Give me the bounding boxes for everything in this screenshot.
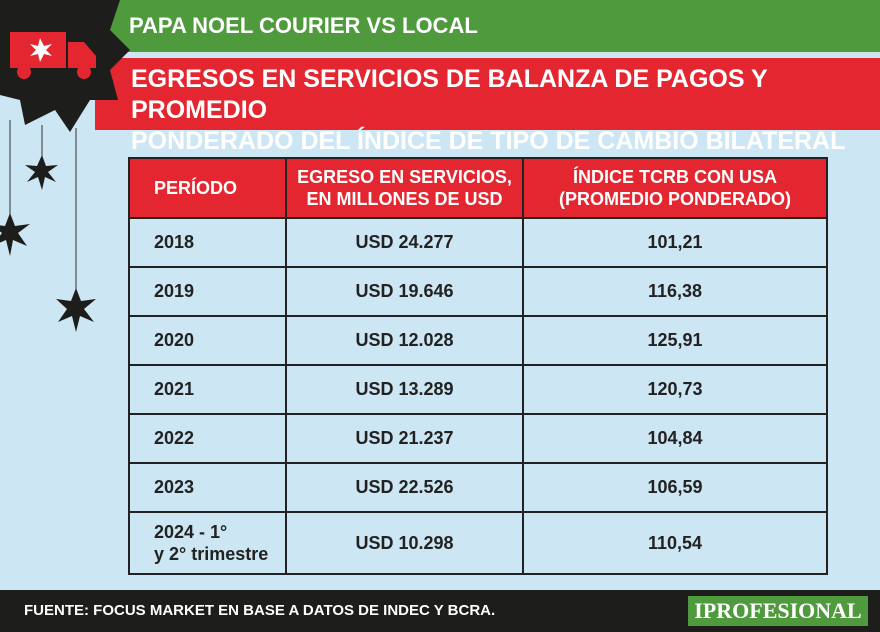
period-cell: 2018 [128,217,287,268]
index-cell: 116,38 [522,266,828,317]
column-header: ÍNDICE TCRB CON USA (PROMEDIO PONDERADO) [522,157,828,219]
table-row: 2021 USD 13.289 120,73 [128,364,828,415]
index-cell: 110,54 [522,511,828,575]
header-line: EGRESO EN SERVICIOS, [297,167,512,187]
period-line: 2023 [154,477,195,497]
header-line: (PROMEDIO PONDERADO) [558,189,791,209]
tag: PAPA NOEL COURIER VS LOCAL [129,13,478,38]
index-cell: 106,59 [522,462,828,513]
title-band: EGRESOS EN SERVICIOS DE BALANZA DE PAGOS… [95,58,880,155]
column-header: PERÍODO [128,157,287,219]
services-cell: USD 13.289 [285,364,524,415]
index-cell: 120,73 [522,364,828,415]
footer: FUENTE: FOCUS MARKET EN BASE A DATOS DE … [0,590,880,632]
period-line: 2020 [154,330,195,350]
period-line: 2019 [154,281,195,301]
table-row: 2023 USD 22.526 106,59 [128,462,828,513]
period-line: 2018 [154,232,195,252]
title-line: EGRESOS EN SERVICIOS DE BALANZA DE PAGOS… [131,65,768,124]
decoration [0,0,130,332]
title-line: PONDERADO DEL ÍNDICE DE TIPO DE CAMBIO B… [131,127,846,155]
period-cell: 2023 [128,462,287,513]
period-line: 2022 [154,428,195,448]
table-row: 2024 - 1° y 2° trimestre USD 10.298 110,54 [128,511,828,575]
index-cell: 101,21 [522,217,828,268]
header-line: ÍNDICE TCRB CON USA [572,167,777,187]
period-cell: 2021 [128,364,287,415]
services-cell: USD 24.277 [285,217,524,268]
period-cell: 2019 [128,266,287,317]
services-cell: USD 12.028 [285,315,524,366]
column-header: EGRESO EN SERVICIOS, EN MILLONES DE USD [285,157,524,219]
period-line: 2021 [154,379,195,399]
services-cell: USD 21.237 [285,413,524,464]
index-cell: 104,84 [522,413,828,464]
period-line: 2024 - 1° [154,522,228,542]
brand: IPROFESIONAL [688,596,868,626]
tag-band: PAPA NOEL COURIER VS LOCAL [95,0,880,52]
period-cell: 2024 - 1° y 2° trimestre [128,511,287,575]
index-cell: 125,91 [522,315,828,366]
source: FUENTE: FOCUS MARKET EN BASE A DATOS DE … [24,602,496,619]
period-cell: 2022 [128,413,287,464]
header-line: EN MILLONES DE USD [306,189,503,209]
table-row: 2018 USD 24.277 101,21 [128,217,828,268]
data-table: PERÍODO EGRESO EN SERVICIOS, EN MILLONES … [128,157,828,575]
period-line: y 2° trimestre [154,544,269,564]
services-cell: USD 19.646 [285,266,524,317]
table-row: 2020 USD 12.028 125,91 [128,315,828,366]
services-cell: USD 10.298 [285,511,524,575]
table-row: 2019 USD 19.646 116,38 [128,266,828,317]
period-cell: 2020 [128,315,287,366]
table-row: 2022 USD 21.237 104,84 [128,413,828,464]
table-body: 2018 USD 24.277 101,21 2019 USD 19.646 116,38… [128,217,828,575]
services-cell: USD 22.526 [285,462,524,513]
